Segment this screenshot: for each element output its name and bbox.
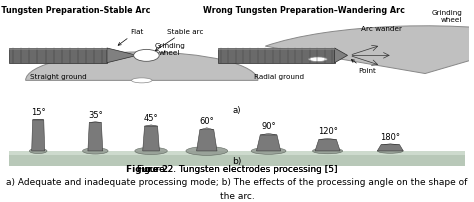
Text: Figure 2.: Figure 2. xyxy=(126,164,171,173)
Polygon shape xyxy=(88,123,103,151)
Wedge shape xyxy=(26,53,258,81)
Text: 120°: 120° xyxy=(318,127,337,136)
Polygon shape xyxy=(145,125,157,126)
Ellipse shape xyxy=(29,149,47,154)
Text: Straight ground: Straight ground xyxy=(30,74,87,80)
FancyBboxPatch shape xyxy=(9,151,465,167)
Ellipse shape xyxy=(186,147,228,156)
Text: 90°: 90° xyxy=(261,122,276,131)
Polygon shape xyxy=(197,130,217,151)
Text: 180°: 180° xyxy=(380,132,400,141)
Text: 60°: 60° xyxy=(200,116,214,125)
Text: Figure 2. Tungsten electrodes processing [5]: Figure 2. Tungsten electrodes processing… xyxy=(137,164,337,173)
Polygon shape xyxy=(377,145,403,151)
Ellipse shape xyxy=(377,149,403,154)
Text: 35°: 35° xyxy=(88,110,103,119)
Circle shape xyxy=(309,58,327,62)
Polygon shape xyxy=(107,49,137,63)
Polygon shape xyxy=(89,122,101,123)
Polygon shape xyxy=(143,126,159,151)
Text: Grinding
wheel: Grinding wheel xyxy=(154,43,185,56)
Text: Figure 2. Tungsten electrodes processing [5]: Figure 2. Tungsten electrodes processing… xyxy=(137,164,337,173)
Polygon shape xyxy=(32,120,45,151)
Polygon shape xyxy=(200,128,214,130)
Text: Ideal Tungsten Preparation–Stable Arc: Ideal Tungsten Preparation–Stable Arc xyxy=(0,6,150,15)
Text: Point: Point xyxy=(351,60,376,74)
FancyBboxPatch shape xyxy=(9,151,465,155)
Polygon shape xyxy=(260,134,277,135)
Text: Stable arc: Stable arc xyxy=(155,28,204,51)
Wedge shape xyxy=(265,27,474,74)
Ellipse shape xyxy=(251,148,286,155)
Polygon shape xyxy=(335,49,347,63)
FancyBboxPatch shape xyxy=(219,49,335,51)
Polygon shape xyxy=(381,144,400,145)
Ellipse shape xyxy=(82,148,108,154)
Ellipse shape xyxy=(134,50,159,62)
Text: Radial ground: Radial ground xyxy=(254,74,304,80)
Text: 45°: 45° xyxy=(144,113,158,122)
Text: b): b) xyxy=(232,157,242,166)
Polygon shape xyxy=(256,135,281,151)
Text: the arc.: the arc. xyxy=(219,191,255,200)
Text: Wrong Tungsten Preparation–Wandering Arc: Wrong Tungsten Preparation–Wandering Arc xyxy=(203,6,405,15)
Text: a) Adequate and inadequate processing mode; b) The effects of the processing ang: a) Adequate and inadequate processing mo… xyxy=(6,178,468,186)
Polygon shape xyxy=(315,140,340,151)
FancyBboxPatch shape xyxy=(9,49,107,63)
Ellipse shape xyxy=(312,148,343,154)
Text: Arc wander: Arc wander xyxy=(361,26,401,32)
FancyBboxPatch shape xyxy=(9,49,107,51)
Text: Grinding
wheel: Grinding wheel xyxy=(431,10,462,23)
Text: 15°: 15° xyxy=(31,108,46,117)
Text: a): a) xyxy=(233,106,241,115)
FancyBboxPatch shape xyxy=(219,49,335,63)
Polygon shape xyxy=(319,139,337,140)
Text: Flat: Flat xyxy=(118,29,144,46)
Circle shape xyxy=(132,78,152,83)
Ellipse shape xyxy=(135,148,167,155)
